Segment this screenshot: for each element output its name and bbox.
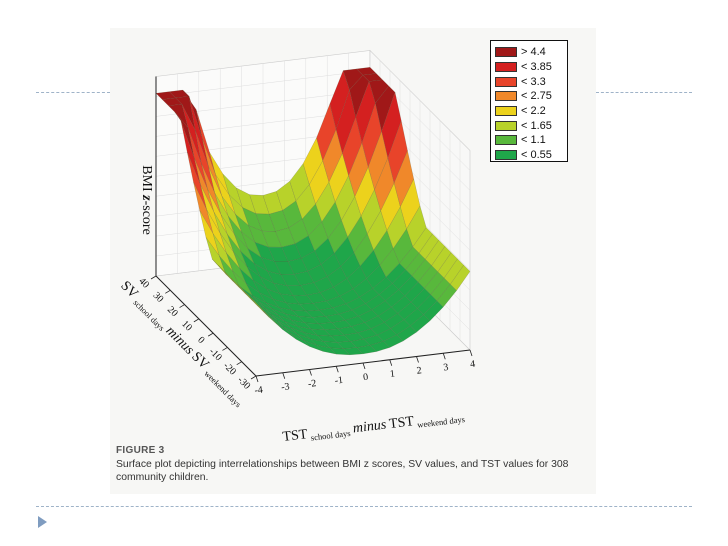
legend-item: < 3.85 [495, 60, 567, 75]
y-tick [165, 289, 171, 294]
surface-mesh [155, 67, 471, 356]
legend-item: < 1.1 [495, 133, 567, 148]
legend-item: < 3.3 [495, 74, 567, 89]
y-tick [250, 375, 257, 380]
x-tick [255, 375, 259, 383]
x-tick [362, 362, 366, 370]
surface-patch [443, 258, 465, 285]
legend-swatch [495, 135, 517, 146]
x-tick-label: -2 [307, 378, 317, 390]
legend-label: < 2.2 [521, 105, 546, 118]
legend-label: < 3.85 [521, 61, 552, 74]
surface-patch [418, 233, 440, 260]
x-tick [282, 372, 286, 379]
legend-item: < 1.65 [495, 118, 567, 133]
y-tick-label: 0 [195, 335, 206, 346]
slide-divider-top-right [596, 92, 692, 93]
surface-patch [368, 79, 390, 104]
legend-label: < 1.65 [521, 119, 552, 132]
x-tick-label: 0 [363, 372, 369, 384]
legend-swatch [495, 76, 517, 87]
surface-patch [362, 73, 384, 82]
legend-label: > 4.4 [521, 46, 546, 59]
slide-divider-bottom [36, 506, 692, 507]
legend-swatch [495, 106, 517, 117]
surface-patch [412, 227, 433, 254]
x-tick [335, 366, 339, 373]
x-tick [309, 369, 312, 376]
gridline [155, 70, 371, 97]
surface-patch [437, 252, 458, 279]
y-tick [179, 304, 185, 308]
legend-swatch [495, 47, 517, 58]
x-tick-label: 4 [470, 359, 476, 371]
surface-patch [356, 67, 377, 76]
legend-label: < 1.1 [521, 134, 546, 147]
legend-item: < 2.75 [495, 89, 567, 104]
surface-patch [425, 239, 446, 266]
y-tick [207, 332, 214, 337]
z-axis-title: BMI z-score [139, 165, 154, 235]
x-tick-label: 1 [389, 369, 395, 381]
y-tick-label: 30 [151, 290, 166, 305]
y-tick [150, 275, 157, 280]
legend-swatch [495, 120, 517, 131]
surface-patch [406, 205, 427, 248]
x-axis-title: TST school daysminusTST weekend days [282, 408, 466, 446]
x-tick-label: 2 [416, 365, 422, 377]
figure-caption: Surface plot depicting interrelationship… [116, 459, 569, 483]
x-tick-label: -3 [281, 381, 291, 393]
surface-patch [381, 91, 402, 159]
x-tick [389, 359, 393, 366]
legend: > 4.4 < 3.85 < 3.3 < 2.75 < 2.2 < 1.65 < 1.1 < … [490, 40, 568, 162]
slide-divider-top-left [36, 92, 110, 93]
legend-label: < 3.3 [521, 75, 546, 88]
y-axis-line [155, 275, 257, 377]
slide-bullet-arrow-icon [38, 516, 47, 528]
x-tick [442, 353, 446, 360]
legend-swatch [495, 62, 517, 73]
x-tick [469, 349, 473, 357]
y-tick-label: -30 [235, 375, 252, 392]
legend-label: < 0.55 [521, 149, 552, 162]
y-tick [236, 361, 242, 366]
x-tick [416, 356, 419, 363]
legend-item: < 0.55 [495, 148, 567, 163]
surface-patch [450, 264, 471, 291]
surface-patch [431, 245, 452, 273]
surface-patch [387, 119, 408, 184]
legend-swatch [495, 150, 517, 161]
legend-swatch [495, 91, 517, 102]
surface-patch [400, 178, 421, 230]
y-tick [222, 347, 228, 351]
surface-patch [375, 85, 396, 133]
y-tick-label: -20 [221, 360, 238, 377]
x-tick-label: -1 [334, 375, 344, 387]
figure-label: FIGURE 3 [116, 445, 165, 456]
legend-item: > 4.4 [495, 45, 567, 60]
y-axis-title: SVschool daysminusSVweekend days [117, 278, 248, 409]
y-tick-label: 20 [165, 304, 180, 319]
x-tick-label: 3 [443, 362, 449, 374]
surface-patch [393, 149, 415, 208]
legend-item: < 2.2 [495, 104, 567, 119]
legend-label: < 2.75 [521, 90, 552, 103]
y-tick [193, 318, 200, 323]
x-tick-label: -4 [254, 385, 264, 397]
